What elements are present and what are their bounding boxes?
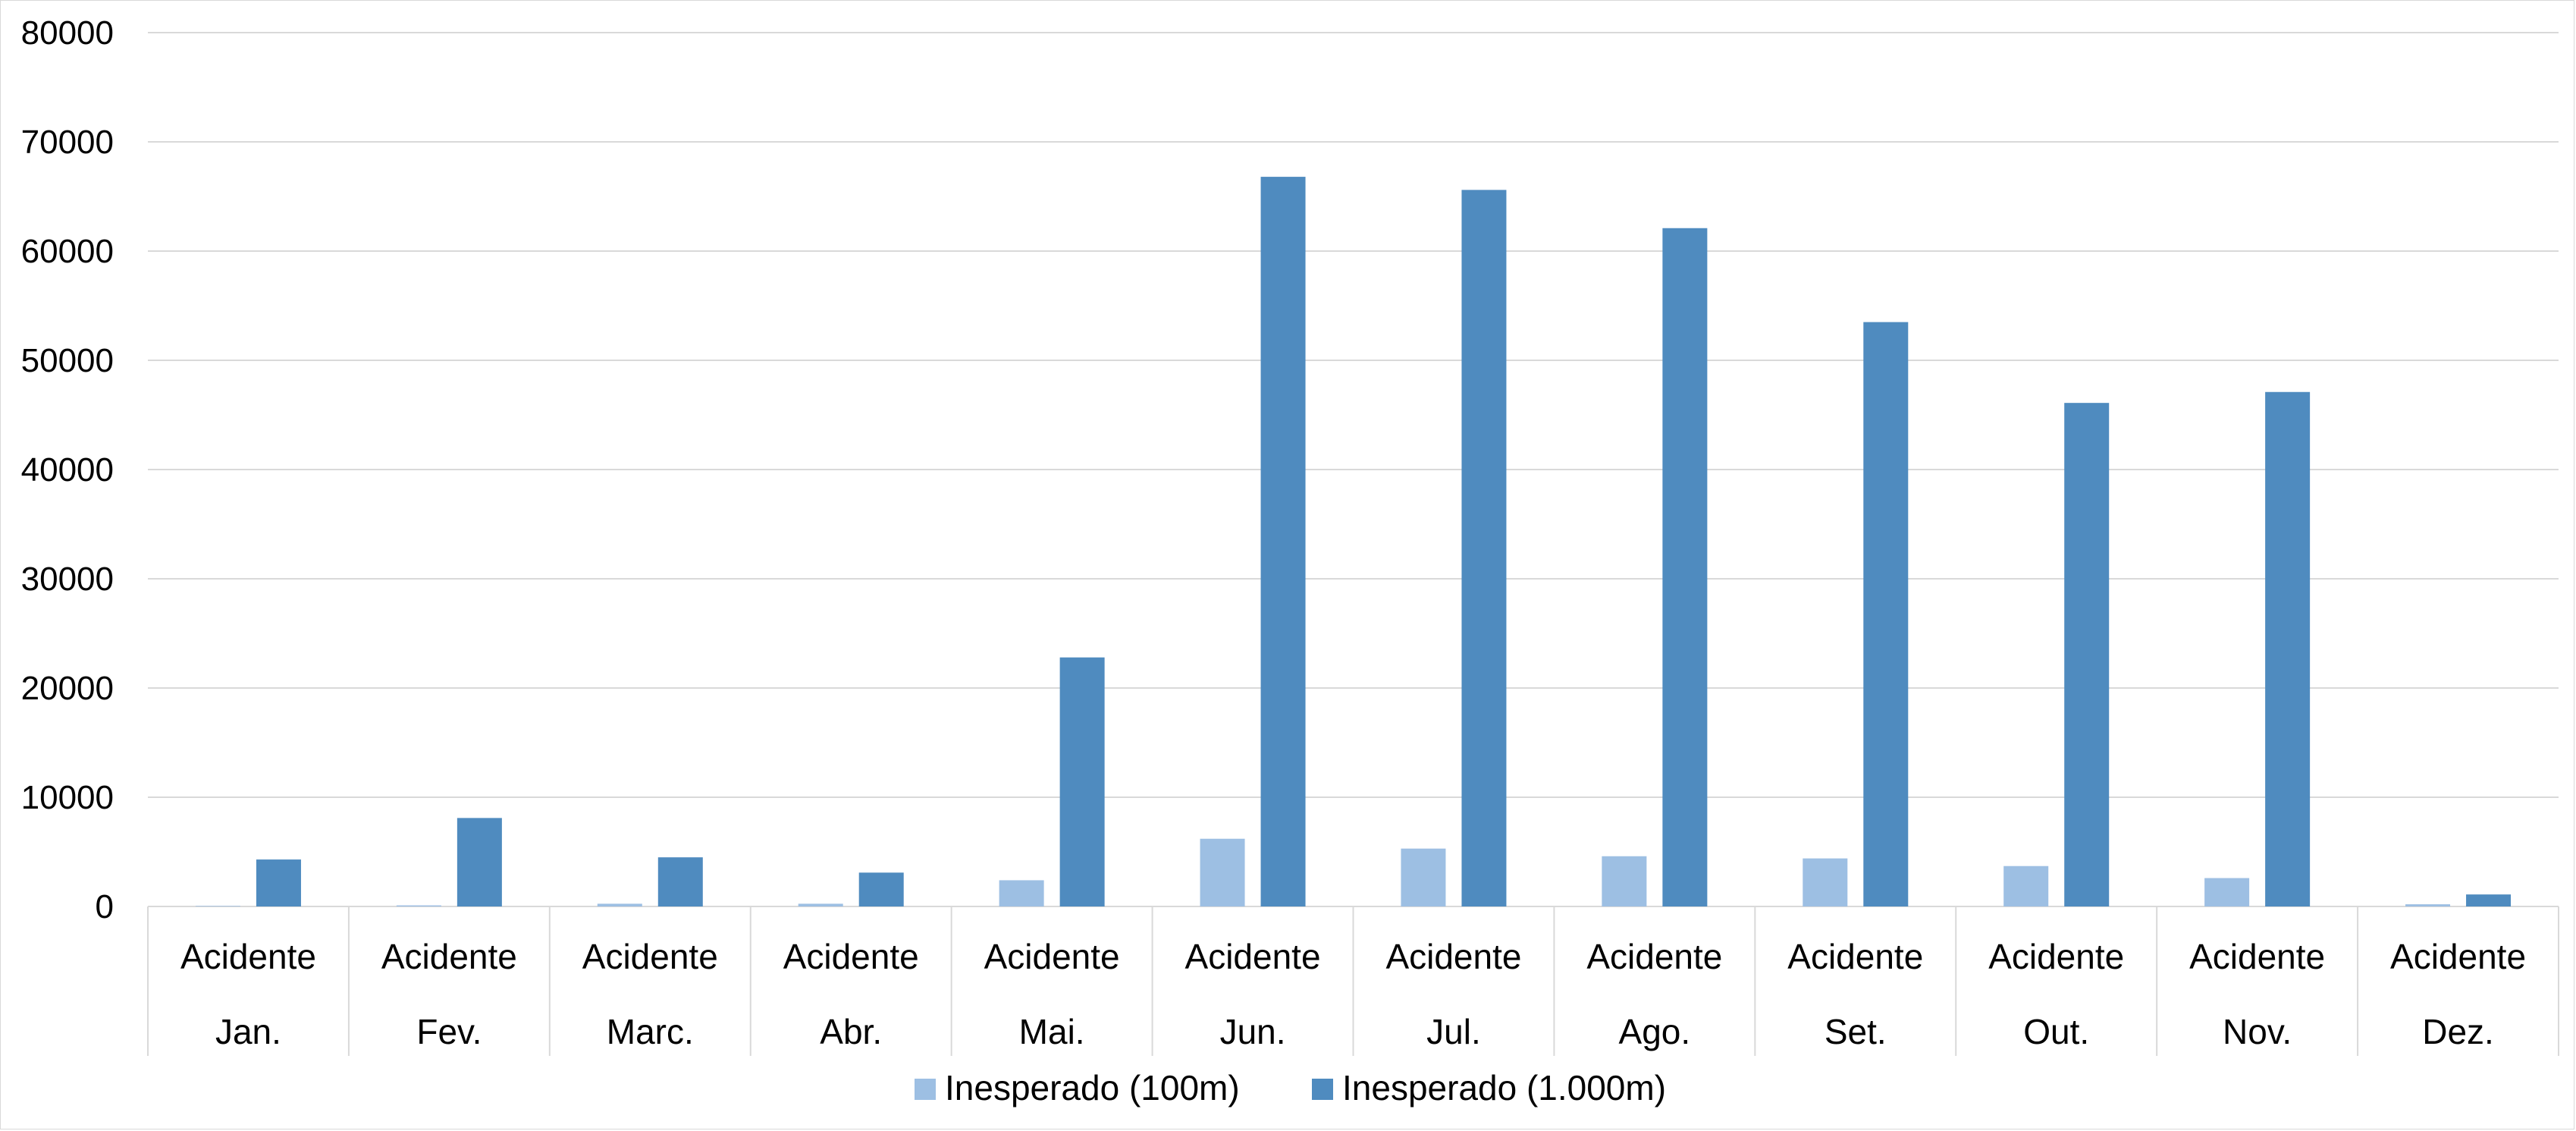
y-tick-label: 50000: [21, 342, 114, 379]
bar-mai-series-1: [999, 880, 1044, 906]
category-label: Dez.: [2422, 1012, 2494, 1051]
y-tick-label: 30000: [21, 561, 114, 598]
bar-jul-series-1: [1401, 848, 1446, 906]
category-label: Jul.: [1426, 1012, 1481, 1051]
category-top-label: Acidente: [2390, 937, 2526, 976]
bar-nov-series-2: [2265, 391, 2311, 906]
bar-jul-series-2: [1461, 190, 1507, 907]
category-label: Jan.: [215, 1012, 281, 1051]
category-label: Set.: [1825, 1012, 1887, 1051]
legend-label-1: Inesperado (100m): [945, 1068, 1240, 1107]
bar-abr-series-1: [798, 903, 843, 906]
category-top-label: Acidente: [1385, 937, 1521, 976]
category-top-label: Acidente: [582, 937, 718, 976]
category-top-label: Acidente: [180, 937, 316, 976]
category-label: Nov.: [2223, 1012, 2292, 1051]
y-tick-label: 70000: [21, 124, 114, 161]
category-top-label: Acidente: [783, 937, 919, 976]
y-tick-label: 80000: [21, 14, 114, 52]
bar-mai-series-2: [1059, 657, 1105, 906]
legend-swatch-2: [1312, 1079, 1333, 1100]
category-label: Mai.: [1019, 1012, 1085, 1051]
y-tick-label: 0: [96, 888, 114, 925]
bar-fev-series-2: [457, 818, 502, 906]
y-tick-label: 60000: [21, 233, 114, 270]
legend-label-2: Inesperado (1.000m): [1342, 1068, 1666, 1107]
bar-set-series-1: [1803, 858, 1848, 906]
y-tick-label: 20000: [21, 670, 114, 707]
category-top-label: Acidente: [2189, 937, 2325, 976]
bar-marc-series-1: [597, 903, 642, 906]
category-label: Fev.: [416, 1012, 482, 1051]
legend-swatch-1: [915, 1079, 936, 1100]
bar-jun-series-1: [1200, 838, 1245, 906]
bar-marc-series-2: [657, 857, 703, 906]
y-tick-label: 10000: [21, 779, 114, 816]
category-label: Jun.: [1220, 1012, 1286, 1051]
category-top-label: Acidente: [1185, 937, 1321, 976]
category-top-label: Acidente: [1586, 937, 1722, 976]
bar-jan-series-2: [256, 859, 301, 906]
category-top-label: Acidente: [1988, 937, 2124, 976]
category-top-label: Acidente: [1787, 937, 1923, 976]
y-tick-label: 40000: [21, 451, 114, 489]
bar-out-series-2: [2064, 403, 2110, 906]
bar-ago-series-1: [1602, 856, 1647, 906]
bar-dez-series-2: [2466, 894, 2512, 906]
category-label: Marc.: [607, 1012, 694, 1051]
bar-out-series-1: [2003, 866, 2049, 906]
bar-dez-series-1: [2405, 904, 2451, 906]
bar-jun-series-2: [1260, 177, 1306, 906]
category-label: Ago.: [1619, 1012, 1691, 1051]
bar-ago-series-2: [1662, 228, 1708, 906]
category-top-label: Acidente: [381, 937, 517, 976]
category-label: Abr.: [820, 1012, 882, 1051]
category-label: Out.: [2023, 1012, 2089, 1051]
bar-set-series-2: [1863, 322, 1909, 907]
category-top-label: Acidente: [984, 937, 1120, 976]
bar-abr-series-2: [858, 872, 904, 906]
bar-nov-series-1: [2204, 878, 2250, 906]
